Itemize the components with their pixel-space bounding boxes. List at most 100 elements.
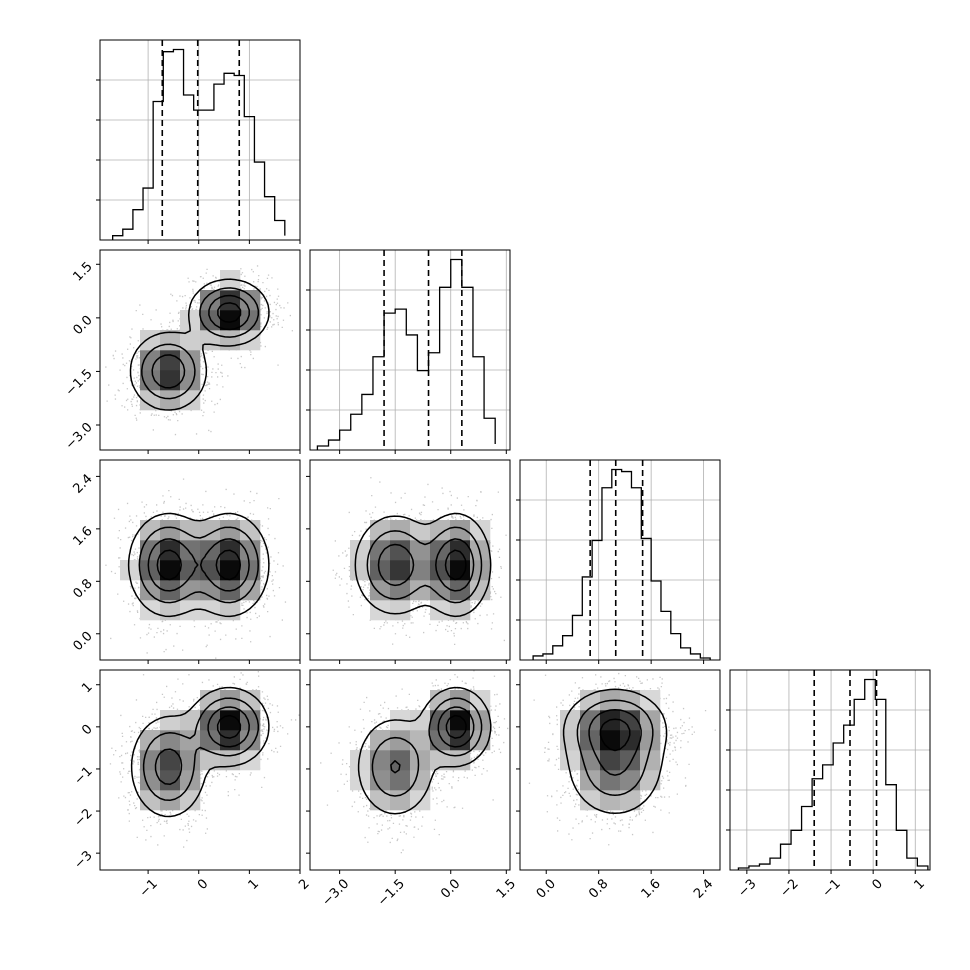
density-cell <box>560 710 581 731</box>
x-tick-label: −1 <box>137 876 161 900</box>
density-cell <box>410 750 431 771</box>
density-cell <box>240 730 261 751</box>
contour-line <box>390 706 475 774</box>
density-cell <box>200 560 221 581</box>
density-cell <box>140 520 161 541</box>
density-cell <box>450 600 471 621</box>
density-cell <box>180 580 201 601</box>
density-cell <box>470 710 491 731</box>
density-cell <box>240 310 261 331</box>
y-tick-label: 0.8 <box>70 576 95 601</box>
density-cell <box>430 520 451 541</box>
x-tick-label: 1 <box>246 876 262 892</box>
contour-line <box>366 526 483 604</box>
x-tick-label: 1.6 <box>639 876 664 901</box>
y-tick-label: −3 <box>71 848 95 872</box>
density-cell <box>200 730 221 751</box>
density-cell <box>390 770 411 791</box>
density-cell <box>220 520 241 541</box>
x-tick-label: 2 <box>296 876 312 892</box>
density-cell <box>160 710 181 731</box>
density-cell <box>350 540 371 561</box>
density-cell <box>240 560 261 581</box>
x-tick-label: −2 <box>778 876 802 900</box>
scatter-panel-2-3 <box>306 459 511 664</box>
density-cell <box>180 390 201 411</box>
contour-line <box>142 697 260 802</box>
density-cell <box>620 750 641 771</box>
y-tick-label: −3.0 <box>63 420 96 453</box>
histogram-step-line <box>316 258 496 450</box>
contour-line <box>127 512 270 618</box>
density-cell <box>220 690 241 711</box>
y-tick-label: 0.0 <box>70 629 95 654</box>
contour-line <box>130 686 270 818</box>
density-cell <box>180 520 201 541</box>
density-cell <box>560 750 581 771</box>
density-cell <box>430 560 451 581</box>
density-cell <box>430 750 451 771</box>
contour-line <box>154 706 250 786</box>
density-cell <box>120 560 141 581</box>
y-tick-label: 0 <box>79 722 95 738</box>
density-cell <box>160 730 181 751</box>
density-cell <box>200 600 221 621</box>
y-tick-label: 2.4 <box>70 471 95 496</box>
density-cell <box>240 540 261 561</box>
density-cell <box>370 580 391 601</box>
panel-frame <box>99 669 301 871</box>
x-tick-label: 0.8 <box>586 876 611 901</box>
density-cell <box>200 580 221 601</box>
scatter-panel-2-4 <box>306 669 511 874</box>
density-cell <box>390 520 411 541</box>
density-cell <box>160 520 181 541</box>
panel-content <box>109 671 300 848</box>
density-cell <box>370 790 391 811</box>
density-cell <box>180 750 201 771</box>
y-tick-label: 0.0 <box>70 313 95 338</box>
density-cell <box>390 560 411 581</box>
histogram-step-line <box>532 468 711 660</box>
density-cell <box>160 770 181 791</box>
panel-frame <box>519 459 721 661</box>
contour-line <box>377 538 475 592</box>
x-tick-label: −1.5 <box>375 876 408 909</box>
density-cell <box>410 580 431 601</box>
density-cell <box>620 790 641 811</box>
x-tick-label: 0 <box>869 876 885 892</box>
density-cell <box>450 690 471 711</box>
scatter-panel-1-4 <box>96 669 301 874</box>
y-tick-label: 1.5 <box>70 259 95 284</box>
density-cell <box>140 770 161 791</box>
density-cell <box>180 770 201 791</box>
contour-line <box>599 718 631 752</box>
histogram-panel-2 <box>306 249 511 454</box>
panel-frame <box>309 669 511 871</box>
x-tick-label: 0.0 <box>438 876 463 901</box>
panel-frame <box>99 459 301 661</box>
density-cell <box>580 710 601 731</box>
panel-frame <box>729 669 931 871</box>
contour-line <box>444 549 467 581</box>
density-cell <box>180 710 201 731</box>
contour-line <box>445 714 467 739</box>
density-cell <box>470 580 491 601</box>
density-cell <box>180 560 201 581</box>
histogram-step-line <box>112 48 286 240</box>
density-cell <box>410 560 431 581</box>
panel-frame <box>309 249 511 451</box>
y-tick-label: 1.6 <box>70 524 95 549</box>
density-cell <box>620 770 641 791</box>
density-cell <box>140 560 161 581</box>
x-tick-label: −3 <box>735 876 759 900</box>
density-cell <box>390 790 411 811</box>
histogram-panel-3 <box>516 459 721 664</box>
x-tick-label: −1 <box>820 876 844 900</box>
contour-line <box>371 697 483 797</box>
contour-line <box>151 294 250 389</box>
x-tick-label: 1.5 <box>494 876 519 901</box>
density-cell <box>200 750 221 771</box>
histogram-step-line <box>737 678 929 870</box>
density-cell <box>140 790 161 811</box>
